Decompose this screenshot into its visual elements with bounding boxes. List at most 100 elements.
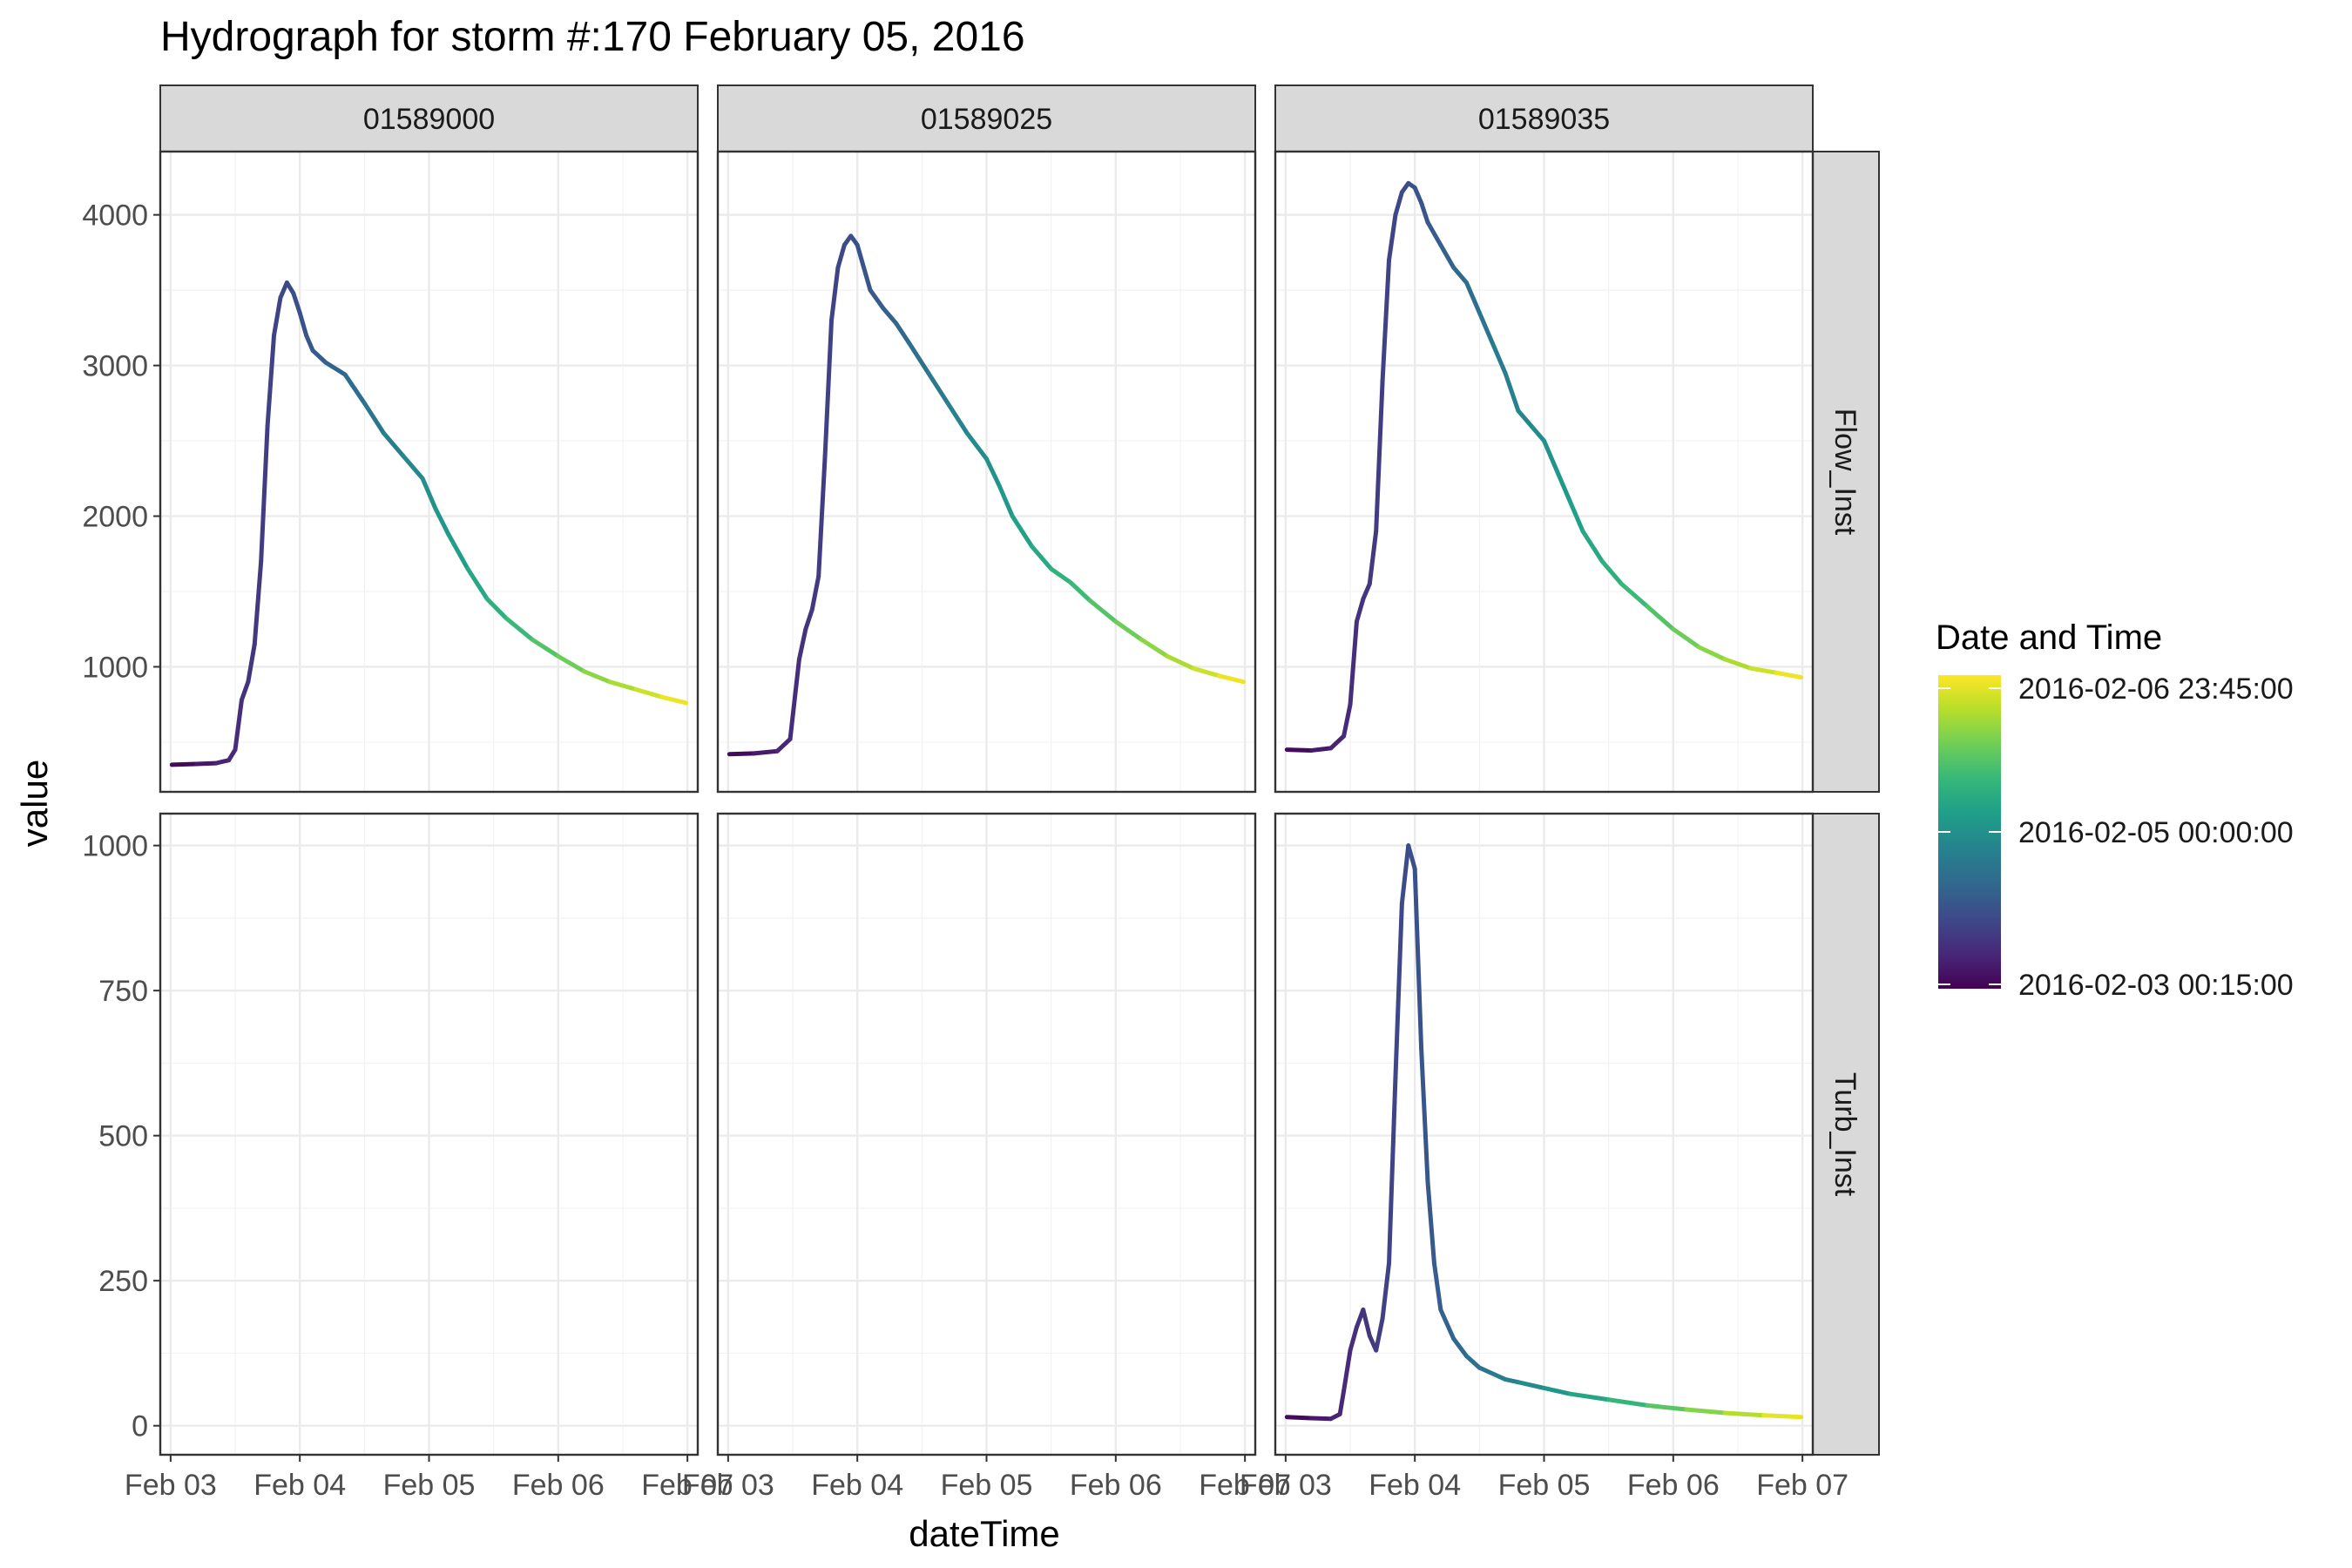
panel-01589035-Turb_Inst	[1275, 814, 1813, 1455]
series-segment	[556, 653, 586, 674]
series-segment	[252, 558, 264, 647]
series-segment	[1567, 1391, 1612, 1402]
series-01589035-Flow_Inst	[1284, 180, 1804, 753]
x-tick-label: Feb 07	[1199, 1469, 1291, 1502]
series-segment	[984, 456, 1002, 489]
facet-strip-label: Flow_Inst	[1828, 409, 1862, 536]
series-segment	[1309, 1416, 1334, 1422]
series-segment	[1599, 558, 1624, 586]
series-segment	[246, 642, 257, 685]
series-segment	[1645, 604, 1676, 632]
series-segment	[401, 453, 425, 481]
y-tick-label: 1000	[82, 830, 148, 863]
series-segment	[433, 506, 451, 537]
series-segment	[310, 348, 328, 365]
series-segment	[1328, 733, 1347, 751]
x-tick-label: Feb 03	[682, 1469, 774, 1502]
series-segment	[1348, 619, 1359, 707]
series-segment	[233, 698, 244, 753]
series-segment	[1380, 258, 1392, 383]
series-segment	[835, 242, 847, 270]
x-tick-label: Feb 05	[1498, 1469, 1591, 1502]
series-segment	[894, 321, 912, 346]
series-01589035-Turb_Inst	[1284, 843, 1804, 1422]
series-segment	[1516, 1380, 1546, 1390]
series-segment	[945, 401, 970, 436]
facet-strip-01589000	[159, 84, 699, 152]
series-segment	[1139, 637, 1170, 659]
x-tick-label: Feb 06	[512, 1469, 605, 1502]
series-segment	[1216, 673, 1247, 685]
panel-01589025-Flow_Inst	[718, 152, 1255, 792]
series-segment	[633, 686, 664, 700]
series-segment	[816, 453, 828, 579]
series-segment	[1412, 186, 1424, 206]
legend-label: 2016-02-05 00:00:00	[2018, 816, 2294, 849]
x-tick-label: Feb 05	[941, 1469, 1033, 1502]
series-segment	[787, 657, 801, 741]
y-tick-label: 3000	[82, 350, 148, 383]
panel-border	[1274, 150, 1815, 794]
y-tick-label: 750	[98, 975, 148, 1008]
series-segment	[1431, 1260, 1443, 1312]
series-segment	[1113, 619, 1144, 642]
series-segment	[382, 430, 406, 458]
series-segment	[774, 736, 793, 754]
series-segment	[297, 310, 309, 338]
series-segment	[1399, 843, 1411, 906]
series-segment	[1451, 1336, 1470, 1359]
series-segment	[1419, 200, 1430, 225]
series-segment	[1425, 1179, 1436, 1266]
y-axis-title: value	[14, 760, 55, 847]
y-tick-label: 500	[98, 1120, 148, 1153]
y-tick-label: 4000	[82, 199, 148, 233]
series-segment	[1387, 213, 1398, 263]
y-tick-label: 0	[132, 1410, 148, 1443]
series-segment	[907, 341, 931, 375]
series-segment	[1503, 370, 1521, 413]
series-segment	[868, 287, 886, 311]
series-segment	[1354, 597, 1366, 625]
x-tick-label: Feb 07	[641, 1469, 733, 1502]
series-segment	[1464, 280, 1482, 315]
series-segment	[484, 597, 509, 621]
facet-strip-label: 01589035	[1478, 103, 1610, 136]
series-segment	[1671, 626, 1701, 650]
facet-panels: 01589000 01589025 01589035 Flow_Inst Turb_In…	[159, 84, 1880, 1456]
series-segment	[1438, 1307, 1456, 1342]
series-segment	[926, 370, 950, 406]
series-segment	[465, 566, 490, 602]
series-segment	[1342, 1348, 1353, 1394]
x-tick-label: Feb 04	[253, 1469, 346, 1502]
series-segment	[659, 694, 689, 706]
panel-01589000-Turb_Inst	[160, 814, 698, 1455]
series-segment	[796, 626, 808, 662]
panel-01589035-Flow_Inst	[1275, 152, 1813, 792]
series-segment	[1387, 1075, 1398, 1266]
series-segment	[1464, 1354, 1482, 1370]
series-segment	[1419, 1046, 1430, 1185]
series-segment	[862, 265, 873, 293]
facet-strip-01589035	[1274, 84, 1814, 152]
panel-border	[159, 150, 700, 794]
series-segment	[1380, 1260, 1392, 1321]
series-segment	[1087, 598, 1119, 625]
series-segment	[1722, 1410, 1767, 1418]
x-tick-label: Feb 06	[1070, 1469, 1162, 1502]
legend-label: 2016-02-03 00:15:00	[2018, 969, 2294, 1002]
series-segment	[1684, 1407, 1727, 1416]
series-segment	[504, 616, 535, 642]
series-segment	[1361, 581, 1372, 602]
series-segment	[1374, 378, 1385, 534]
chart-title: Hydrograph for storm #:170 February 05, …	[160, 14, 1025, 60]
series-segment	[881, 306, 899, 326]
series-segment	[1490, 341, 1508, 375]
series-segment	[362, 401, 387, 436]
facet-strip-label: 01589025	[921, 103, 1052, 136]
facet-strip-Flow_Inst	[1812, 151, 1880, 793]
series-segment	[1068, 580, 1092, 603]
series-segment	[1337, 1389, 1347, 1416]
series-segment	[239, 679, 251, 703]
series-segment	[809, 574, 821, 612]
series-segment	[1425, 220, 1443, 247]
